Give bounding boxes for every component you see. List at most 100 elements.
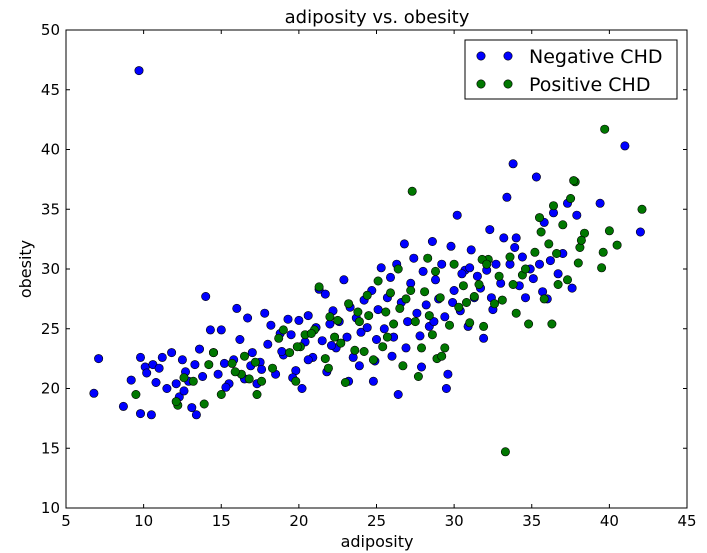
data-point	[444, 320, 454, 330]
y-tick-label: 35	[41, 200, 60, 218]
data-point	[373, 276, 383, 286]
data-point	[291, 376, 301, 386]
x-tick-label: 10	[134, 512, 153, 530]
legend-marker-negative	[476, 51, 486, 61]
data-point	[339, 275, 349, 285]
data-point	[285, 348, 295, 358]
y-tick-label: 25	[41, 320, 60, 338]
data-point	[274, 333, 284, 343]
data-point	[134, 66, 144, 76]
data-point	[191, 410, 201, 420]
data-point	[407, 186, 417, 196]
data-point	[219, 358, 229, 368]
data-point	[409, 253, 419, 263]
data-point	[420, 287, 430, 297]
data-point	[449, 285, 459, 295]
data-point	[326, 340, 336, 350]
data-point	[393, 264, 403, 274]
data-point	[393, 389, 403, 399]
legend-marker-positive	[476, 79, 486, 89]
data-point	[511, 308, 521, 318]
data-point	[371, 334, 381, 344]
data-point	[505, 252, 515, 262]
data-point	[427, 330, 437, 340]
chart-title: adiposity vs. obesity	[285, 7, 470, 28]
data-point	[430, 275, 440, 285]
data-point	[167, 348, 177, 358]
data-point	[314, 282, 324, 292]
data-point	[416, 343, 426, 353]
data-point	[118, 401, 128, 411]
data-point	[323, 363, 333, 373]
data-point	[502, 192, 512, 202]
data-point	[350, 345, 360, 355]
data-point	[171, 379, 181, 389]
data-point	[437, 351, 447, 361]
y-tick-label: 20	[41, 380, 60, 398]
data-point	[452, 210, 462, 220]
data-point	[474, 279, 484, 289]
data-point	[368, 376, 378, 386]
data-point	[344, 299, 354, 309]
data-point	[362, 290, 372, 300]
data-point	[569, 176, 579, 186]
data-point	[573, 258, 583, 268]
data-point	[252, 389, 262, 399]
data-point	[531, 172, 541, 182]
data-point	[406, 285, 416, 295]
data-point	[136, 409, 146, 419]
data-point	[292, 342, 302, 352]
data-point	[94, 354, 104, 364]
x-tick-label: 5	[61, 512, 71, 530]
data-point	[572, 210, 582, 220]
data-point	[387, 351, 397, 361]
data-point	[379, 324, 389, 334]
data-point	[440, 343, 450, 353]
data-point	[359, 346, 369, 356]
data-point	[544, 239, 554, 249]
y-tick-label: 10	[41, 499, 60, 517]
data-point	[364, 311, 374, 321]
y-tick-label: 40	[41, 141, 60, 159]
series-positive-chd	[131, 124, 647, 457]
y-axis-label: obesity	[16, 240, 35, 298]
x-tick-label: 45	[677, 512, 696, 530]
data-point	[423, 253, 433, 263]
data-point	[534, 259, 544, 269]
data-point	[401, 294, 411, 304]
data-point	[465, 318, 475, 328]
data-point	[257, 364, 267, 374]
data-point	[353, 307, 363, 317]
data-point	[320, 289, 330, 299]
data-point	[382, 332, 392, 342]
data-point	[499, 233, 509, 243]
data-point	[530, 247, 540, 257]
data-point	[403, 317, 413, 327]
data-point	[154, 363, 164, 373]
data-point	[325, 312, 335, 322]
data-point	[373, 305, 383, 315]
data-point	[620, 141, 630, 151]
y-tick-label: 15	[41, 439, 60, 457]
data-point	[494, 271, 504, 281]
data-point	[401, 343, 411, 353]
data-point	[511, 233, 521, 243]
data-point	[257, 376, 267, 386]
data-point	[553, 269, 563, 279]
data-points	[89, 66, 647, 457]
data-point	[354, 361, 364, 371]
data-point	[216, 389, 226, 399]
data-point	[342, 332, 352, 342]
data-point	[303, 355, 313, 365]
data-point	[89, 388, 99, 398]
plot-frame	[65, 29, 688, 509]
data-point	[336, 338, 346, 348]
data-point	[356, 327, 366, 337]
data-point	[552, 249, 562, 259]
data-point	[489, 299, 499, 309]
data-point	[491, 259, 501, 269]
data-point	[247, 348, 257, 358]
data-point	[558, 220, 568, 230]
